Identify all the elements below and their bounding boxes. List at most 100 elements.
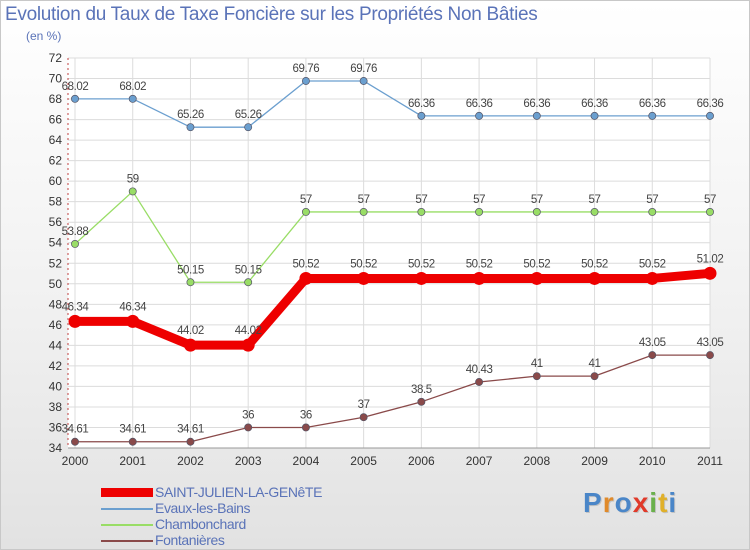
data-point [359, 413, 368, 422]
y-tick-label: 62 [49, 154, 63, 168]
data-label: 65.26 [177, 109, 204, 121]
data-label: 46.34 [119, 301, 147, 313]
data-label: 50.52 [408, 258, 435, 270]
y-tick-label: 58 [49, 195, 63, 209]
legend-swatch [101, 488, 153, 497]
data-point [186, 437, 195, 446]
data-label: 38.5 [411, 384, 432, 396]
y-tick-label: 46 [49, 318, 63, 332]
y-tick-label: 60 [49, 174, 63, 188]
x-tick-label: 2000 [62, 454, 89, 468]
data-label: 68.02 [119, 81, 146, 93]
data-label: 50.15 [177, 264, 204, 276]
x-tick-label: 2008 [523, 454, 550, 468]
data-point [71, 240, 79, 248]
data-label: 41 [589, 358, 601, 370]
data-label: 53.88 [62, 226, 89, 238]
data-label: 34.61 [119, 424, 146, 436]
logo-letter: o [614, 487, 633, 518]
data-label: 34.61 [62, 424, 89, 436]
data-label: 43.05 [697, 337, 724, 349]
data-point [532, 111, 541, 120]
legend-label: Fontanières [155, 532, 225, 548]
data-label: 44.02 [177, 325, 204, 337]
data-label: 57 [358, 194, 370, 206]
data-label: 66.36 [581, 98, 608, 110]
data-label: 66.36 [639, 98, 666, 110]
y-tick-label: 64 [49, 133, 63, 147]
x-tick-label: 2002 [177, 454, 204, 468]
data-label: 50.52 [350, 258, 377, 270]
x-tick-label: 2006 [408, 454, 435, 468]
x-tick-label: 2004 [293, 454, 320, 468]
proxiti-logo: Proxiti [583, 487, 677, 519]
data-point [706, 207, 714, 216]
logo-letter: i [649, 487, 659, 518]
data-label: 68.02 [62, 81, 89, 93]
chart-title: Evolution du Taux de Taxe Foncière sur l… [5, 4, 538, 25]
y-tick-label: 38 [49, 400, 63, 414]
x-tick-label: 2009 [581, 454, 608, 468]
data-label: 50.52 [581, 258, 608, 270]
y-tick-label: 54 [49, 236, 63, 250]
data-point [472, 271, 486, 285]
data-label: 46.34 [62, 301, 90, 313]
data-label: 57 [531, 194, 543, 206]
data-point [414, 271, 428, 285]
y-tick-label: 48 [49, 297, 63, 311]
data-label: 50.15 [235, 264, 262, 276]
legend-swatch [101, 540, 153, 542]
y-tick-label: 72 [49, 51, 63, 65]
data-label: 44.02 [235, 325, 262, 337]
data-label: 36 [242, 409, 254, 421]
data-point [301, 423, 310, 432]
y-axis-unit: (en %) [26, 29, 62, 43]
data-point [186, 123, 195, 132]
y-tick-label: 68 [49, 92, 63, 106]
y-tick-label: 52 [49, 256, 63, 270]
data-label: 69.76 [350, 63, 377, 75]
y-tick-label: 44 [49, 338, 63, 352]
data-point [475, 378, 484, 386]
data-point [299, 271, 313, 285]
y-tick-label: 50 [49, 277, 63, 291]
data-point [71, 437, 79, 446]
data-label: 57 [473, 194, 485, 206]
series-line-0 [70, 268, 715, 350]
data-point [128, 437, 137, 446]
x-tick-label: 2011 [697, 454, 723, 468]
data-label: 57 [589, 194, 601, 206]
data-point [186, 278, 195, 287]
data-label: 59 [127, 173, 139, 185]
logo-letter: r [602, 487, 615, 518]
legend-swatch [101, 508, 153, 510]
data-label: 66.36 [697, 98, 724, 110]
data-label: 36 [300, 409, 312, 421]
y-tick-label: 70 [49, 72, 63, 86]
data-label: 40.43 [466, 364, 493, 376]
data-point [648, 351, 657, 360]
data-point [417, 397, 426, 406]
logo-letter: t [658, 487, 669, 518]
data-point [648, 207, 657, 216]
x-tick-label: 2007 [466, 454, 493, 468]
data-point [359, 77, 368, 85]
data-point [703, 266, 717, 280]
data-point [357, 271, 371, 285]
data-point [475, 111, 484, 120]
data-label: 43.05 [639, 337, 666, 349]
y-tick-label: 42 [49, 359, 63, 373]
data-label: 66.36 [523, 98, 550, 110]
data-label: 69.76 [293, 63, 320, 75]
series-line-3 [74, 354, 711, 443]
data-point [241, 338, 255, 352]
data-label: 37 [358, 399, 370, 411]
series-line-1 [74, 80, 711, 128]
data-label: 65.26 [235, 109, 262, 121]
data-point [590, 111, 599, 120]
data-point [588, 271, 602, 285]
data-point [301, 207, 310, 216]
plot-area [68, 58, 710, 448]
data-point [590, 372, 599, 381]
